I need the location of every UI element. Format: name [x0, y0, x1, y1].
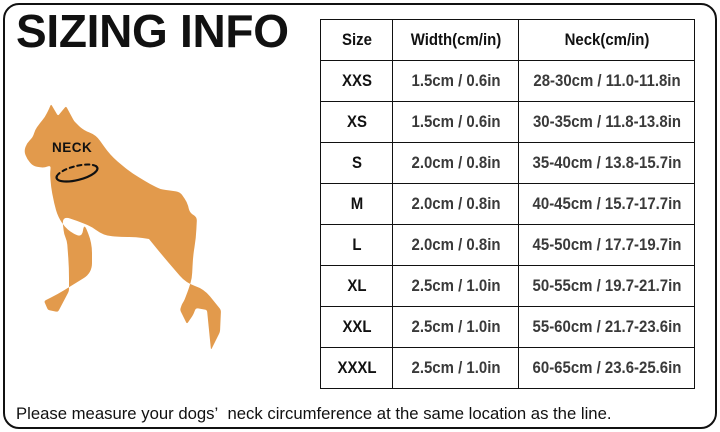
- svg-text:NECK: NECK: [52, 140, 92, 155]
